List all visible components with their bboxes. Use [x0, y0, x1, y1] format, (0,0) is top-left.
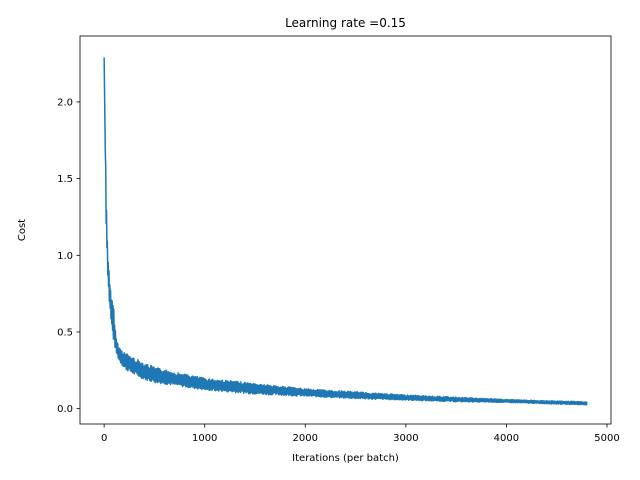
plot-frame	[79, 35, 612, 425]
y-tick-label: 0.5	[57, 327, 73, 338]
cost-series-line	[103, 57, 588, 406]
x-axis-title: Iterations (per batch)	[292, 453, 399, 464]
x-tick-label: 3000	[393, 433, 418, 444]
x-tick-label: 4000	[494, 433, 519, 444]
y-axis-title: Cost	[17, 219, 28, 241]
x-tick-label: 5000	[594, 433, 619, 444]
x-tick-label: 0	[101, 433, 107, 444]
y-tick-label: 1.5	[57, 174, 73, 185]
y-tick-label: 2.0	[57, 97, 73, 108]
series-layer	[103, 57, 588, 406]
x-axis-ticks: 0 1000 2000 3000 4000 5000	[101, 424, 620, 444]
x-tick-label: 1000	[192, 433, 217, 444]
y-tick-label: 1.0	[57, 251, 73, 262]
y-tick-label: 0.0	[57, 404, 73, 415]
chart-title: Learning rate =0.15	[285, 16, 406, 30]
x-tick-label: 2000	[293, 433, 318, 444]
y-axis-ticks: 0.0 0.5 1.0 1.5 2.0	[57, 97, 80, 415]
